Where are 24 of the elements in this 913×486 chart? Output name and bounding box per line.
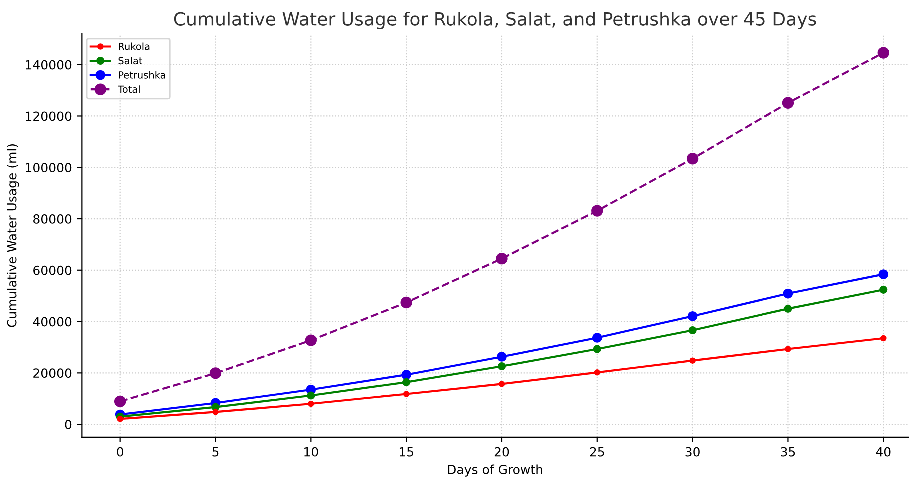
legend-label: Petrushka — [119, 71, 166, 79]
x-tick-label: 30 — [686, 447, 700, 457]
y-tick-label: 0 — [65, 420, 72, 430]
x-tick-label: 35 — [781, 447, 796, 457]
y-tick-label: 60000 — [34, 266, 72, 276]
legend-label: Salat — [118, 57, 143, 65]
chart-title: Cumulative Water Usage for Rukola, Salat, and Petrushka over 45 Days — [174, 12, 816, 30]
x-axis-title: Days of Growth — [448, 464, 542, 477]
y-tick-label: 120000 — [26, 112, 72, 122]
x-tick-label: 20 — [494, 447, 510, 457]
y-tick-label: 140000 — [26, 60, 72, 70]
x-tick-label: 25 — [590, 447, 604, 457]
y-tick-label: 20000 — [34, 368, 72, 378]
x-tick-label: 0 — [117, 447, 124, 457]
y-tick-label: 100000 — [26, 163, 72, 173]
x-tick-label: 40 — [876, 447, 891, 457]
legend-label: Total — [118, 86, 140, 94]
x-tick-label: 5 — [212, 448, 219, 457]
x-tick-label: 15 — [400, 448, 414, 457]
y-axis-title: Cumulative Water Usage (ml) — [7, 144, 20, 328]
y-tick-label: 80000 — [34, 214, 72, 224]
x-tick-label: 10 — [304, 447, 318, 457]
y-tick-label: 40000 — [33, 317, 72, 327]
legend-label: Rukola — [119, 42, 150, 50]
